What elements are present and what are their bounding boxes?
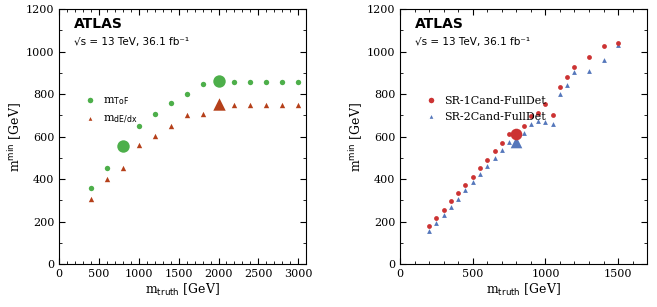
Point <box>504 139 514 144</box>
Point <box>482 163 493 168</box>
Y-axis label: m$^{\mathrm{min}}$ [GeV]: m$^{\mathrm{min}}$ [GeV] <box>7 102 24 172</box>
Point <box>555 85 565 90</box>
Point <box>133 123 144 128</box>
Point <box>438 208 449 212</box>
Point <box>489 149 500 154</box>
Point <box>533 119 543 124</box>
Point <box>431 216 442 221</box>
Point <box>599 44 609 49</box>
Point <box>562 82 572 87</box>
Point <box>102 177 112 181</box>
Point <box>468 174 478 179</box>
Point <box>526 114 536 119</box>
Point <box>86 197 97 202</box>
Point <box>569 69 579 74</box>
Point <box>584 55 595 60</box>
Point <box>518 123 529 128</box>
Point <box>555 92 565 97</box>
Point <box>569 64 579 69</box>
Point <box>214 79 224 84</box>
Point <box>261 102 271 107</box>
Point <box>460 182 470 187</box>
Point <box>489 156 500 161</box>
X-axis label: m$_{\mathrm{truth}}$ [GeV]: m$_{\mathrm{truth}}$ [GeV] <box>486 282 561 298</box>
Point <box>150 133 160 138</box>
Point <box>613 41 623 46</box>
Point <box>460 188 470 193</box>
Point <box>181 92 192 97</box>
Point <box>497 148 507 153</box>
Point <box>475 165 486 170</box>
Point <box>599 58 609 63</box>
Point <box>277 102 288 107</box>
Point <box>547 122 558 127</box>
Point <box>431 221 442 226</box>
Point <box>468 180 478 185</box>
Point <box>504 132 514 137</box>
X-axis label: m$_{\mathrm{truth}}$ [GeV]: m$_{\mathrm{truth}}$ [GeV] <box>145 282 220 298</box>
Point <box>547 113 558 118</box>
Point <box>245 102 256 107</box>
Point <box>261 80 271 85</box>
Point <box>511 139 522 144</box>
Point <box>214 101 224 106</box>
Point <box>526 121 536 126</box>
Text: ATLAS: ATLAS <box>415 17 464 31</box>
Point <box>533 111 543 116</box>
Point <box>166 123 176 128</box>
Point <box>118 144 128 149</box>
Point <box>424 229 434 234</box>
Point <box>150 112 160 117</box>
Point <box>438 212 449 217</box>
Point <box>584 68 595 73</box>
Point <box>475 171 486 176</box>
Point <box>293 80 304 85</box>
Point <box>86 185 97 190</box>
Point <box>181 113 192 118</box>
Point <box>540 102 551 107</box>
Point <box>118 166 128 171</box>
Y-axis label: m$^{\mathrm{min}}$ [GeV]: m$^{\mathrm{min}}$ [GeV] <box>348 102 365 172</box>
Point <box>482 157 493 162</box>
Point <box>197 81 208 86</box>
Point <box>445 199 456 204</box>
Point <box>424 224 434 229</box>
Point <box>229 102 240 107</box>
Point <box>277 80 288 85</box>
Point <box>102 166 112 171</box>
Point <box>497 140 507 145</box>
Point <box>453 190 463 195</box>
Text: ATLAS: ATLAS <box>74 17 123 31</box>
Point <box>197 112 208 117</box>
Point <box>511 132 522 137</box>
Point <box>245 80 256 85</box>
Text: √s = 13 TeV, 36.1 fb⁻¹: √s = 13 TeV, 36.1 fb⁻¹ <box>415 37 530 47</box>
Legend: m$_{\mathrm{ToF}}$, m$_{\mathrm{dE/dx}}$: m$_{\mathrm{ToF}}$, m$_{\mathrm{dE/dx}}$ <box>74 91 143 131</box>
Point <box>445 204 456 209</box>
Legend: SR-1Cand-FullDet, SR-2Cand-FullDet: SR-1Cand-FullDet, SR-2Cand-FullDet <box>415 91 551 127</box>
Point <box>540 120 551 125</box>
Point <box>562 74 572 79</box>
Point <box>133 143 144 148</box>
Point <box>229 80 240 85</box>
Point <box>453 196 463 201</box>
Point <box>613 43 623 48</box>
Text: √s = 13 TeV, 36.1 fb⁻¹: √s = 13 TeV, 36.1 fb⁻¹ <box>74 37 189 47</box>
Point <box>166 100 176 105</box>
Point <box>518 131 529 136</box>
Point <box>293 102 304 107</box>
